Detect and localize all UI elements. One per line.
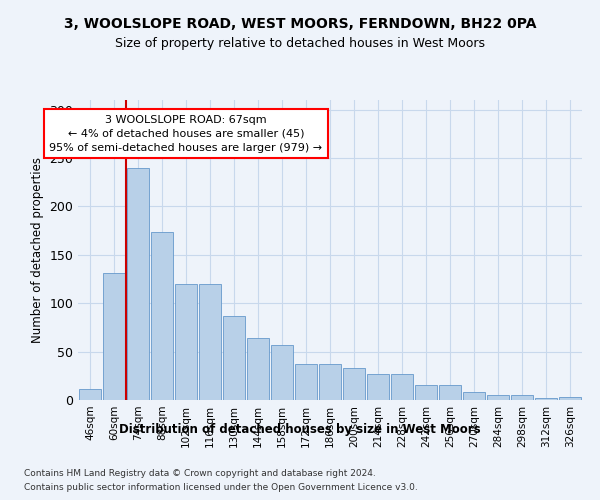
Bar	[79, 390, 101, 400]
Bar	[271, 345, 293, 400]
Bar	[223, 316, 245, 400]
Bar	[127, 168, 149, 400]
Bar	[415, 384, 437, 400]
Bar	[343, 368, 365, 400]
Bar	[103, 273, 125, 400]
Bar	[247, 338, 269, 400]
Y-axis label: Number of detached properties: Number of detached properties	[31, 157, 44, 343]
Bar	[535, 398, 557, 400]
Bar	[391, 374, 413, 400]
Text: Size of property relative to detached houses in West Moors: Size of property relative to detached ho…	[115, 38, 485, 51]
Bar	[559, 397, 581, 400]
Bar	[151, 232, 173, 400]
Bar	[511, 395, 533, 400]
Bar	[199, 284, 221, 400]
Bar	[319, 364, 341, 400]
Text: Contains public sector information licensed under the Open Government Licence v3: Contains public sector information licen…	[24, 484, 418, 492]
Bar	[295, 364, 317, 400]
Bar	[367, 374, 389, 400]
Text: Contains HM Land Registry data © Crown copyright and database right 2024.: Contains HM Land Registry data © Crown c…	[24, 468, 376, 477]
Bar	[175, 284, 197, 400]
Text: Distribution of detached houses by size in West Moors: Distribution of detached houses by size …	[119, 422, 481, 436]
Bar	[463, 392, 485, 400]
Text: 3 WOOLSLOPE ROAD: 67sqm
← 4% of detached houses are smaller (45)
95% of semi-det: 3 WOOLSLOPE ROAD: 67sqm ← 4% of detached…	[49, 114, 323, 152]
Bar	[487, 395, 509, 400]
Text: 3, WOOLSLOPE ROAD, WEST MOORS, FERNDOWN, BH22 0PA: 3, WOOLSLOPE ROAD, WEST MOORS, FERNDOWN,…	[64, 18, 536, 32]
Bar	[439, 386, 461, 400]
